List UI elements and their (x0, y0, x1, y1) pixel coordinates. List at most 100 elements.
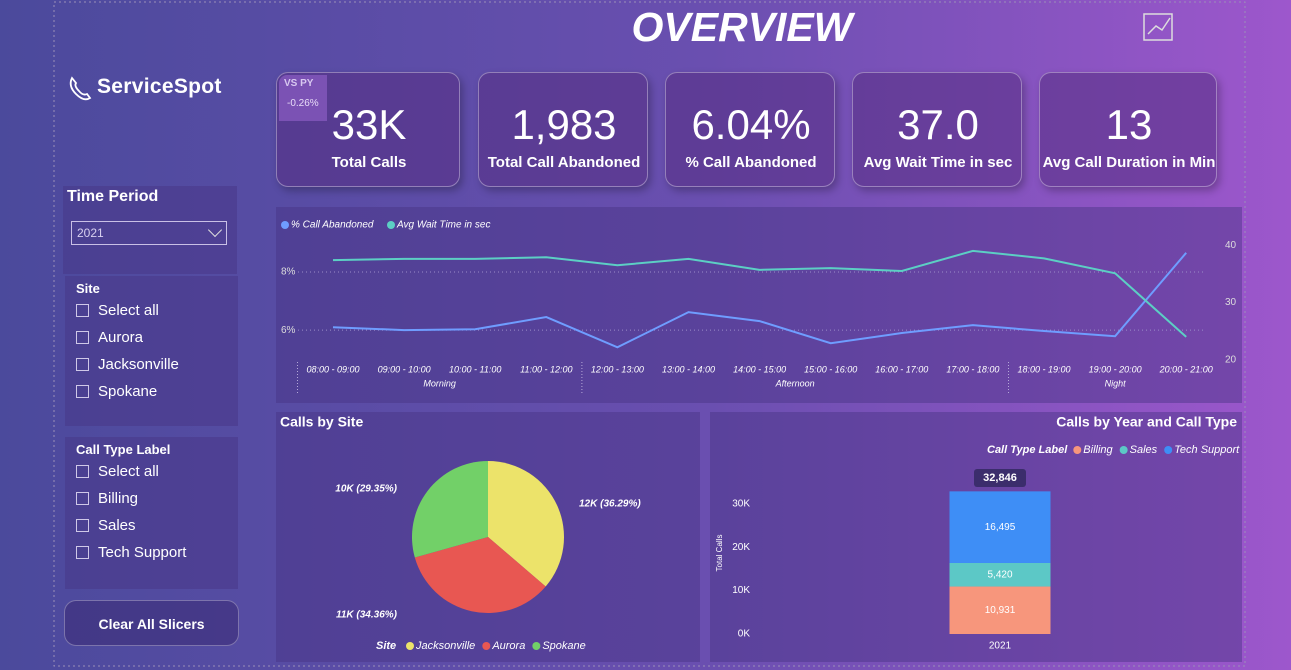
slicer-title: Site (76, 281, 100, 296)
legend-marker (1119, 446, 1128, 454)
checkbox[interactable] (76, 304, 89, 317)
x-tick-label: 09:00 - 10:00 (378, 364, 431, 374)
bar-segment (949, 491, 1051, 563)
legend-marker (281, 221, 289, 229)
x-tick-label: 11:00 - 12:00 (520, 364, 572, 374)
group-label: Night (1105, 378, 1127, 388)
legend-marker (532, 642, 541, 650)
legend-marker (387, 221, 395, 229)
checkbox[interactable] (76, 546, 89, 559)
option-label: Tech Support (98, 544, 187, 561)
slicer-title: Call Type Label (76, 442, 171, 457)
x-tick-label: 10:00 - 11:00 (449, 364, 501, 374)
group-label: Afternoon (775, 378, 815, 388)
y2-tick-label: 20 (1225, 354, 1237, 365)
pie-slice (488, 461, 564, 587)
checkbox[interactable] (76, 331, 89, 344)
slicer-option[interactable]: Select all (76, 301, 231, 321)
x-tick-label: 15:00 - 16:00 (804, 364, 857, 374)
y-axis-label: Total Calls (715, 535, 724, 572)
checkbox[interactable] (76, 492, 89, 505)
legend-label: % Call Abandoned (291, 220, 374, 231)
kpi-value: 33K (331, 101, 407, 148)
y-tick-label: 30K (732, 498, 750, 509)
kpi-value: 37.0 (897, 101, 979, 148)
checkbox[interactable] (76, 519, 89, 532)
call_type-slicer: Call Type Label Select all Billing Sales Tec… (65, 437, 238, 589)
slicer-option[interactable]: Select all (76, 462, 231, 482)
legend-marker (1164, 446, 1173, 454)
slicer-option[interactable]: Sales (76, 516, 231, 536)
x-tick-label: 19:00 - 20:00 (1089, 364, 1142, 374)
slicer-option[interactable]: Jacksonville (76, 355, 231, 375)
legend-label: Aurora (491, 640, 525, 652)
option-label: Select all (98, 302, 159, 319)
data-label: 10,931 (985, 605, 1016, 616)
kpi-label: Total Calls (331, 154, 407, 171)
total-label: 32,846 (983, 472, 1017, 484)
option-label: Select all (98, 463, 159, 480)
y2-tick-label: 30 (1225, 297, 1237, 308)
option-label: Jacksonville (98, 356, 179, 373)
badge-title: VS PY (284, 78, 314, 89)
x-tick-label: 18:00 - 19:00 (1017, 364, 1070, 374)
kpi-card: 1,983 Total Call Abandoned (478, 72, 648, 187)
total-label-bg (974, 469, 1026, 487)
icon-frame (1143, 13, 1173, 41)
x-tick-label: 14:00 - 15:00 (733, 364, 786, 374)
dropdown-arrow (207, 222, 223, 238)
group-label: Morning (423, 378, 456, 388)
legend-label: Billing (1083, 444, 1113, 456)
phone-icon (69, 76, 92, 101)
line-panel (276, 207, 1242, 403)
pie-slice (414, 537, 546, 613)
y-tick-label: 0K (738, 629, 751, 640)
kpi-value: 13 (1105, 101, 1153, 148)
slicer-option[interactable]: Spokane (76, 382, 231, 402)
clear-button[interactable]: Clear All Slicers (64, 600, 239, 646)
checkbox[interactable] (76, 465, 89, 478)
checkbox[interactable] (76, 358, 89, 371)
page-title: OVERVIEW (631, 4, 853, 50)
legend-label: Avg Wait Time in sec (396, 220, 490, 231)
option-label: Billing (98, 490, 139, 507)
data-label: 5,420 (987, 569, 1012, 580)
chart-title: Calls by Site (280, 414, 363, 430)
option-label: Sales (98, 517, 136, 534)
kpi-value: 1,983 (511, 101, 617, 148)
kpi-badge: VS PY -0.26% (279, 75, 327, 121)
kpi-label: % Call Abandoned (685, 154, 817, 171)
bar-segment (949, 586, 1051, 634)
x-tick-label: 17:00 - 18:00 (946, 364, 999, 374)
checkbox[interactable] (76, 385, 89, 398)
chart-icon[interactable] (1143, 13, 1173, 41)
y-tick-label: 6% (281, 325, 296, 336)
x-tick-label: 13:00 - 14:00 (662, 364, 715, 374)
slicer-option[interactable]: Billing (76, 489, 231, 509)
data-label: 10K (29.35%) (335, 483, 397, 494)
data-label: 11K (34.36%) (336, 610, 398, 621)
y2-tick-label: 40 (1225, 240, 1237, 251)
dropdown-value: 2021 (77, 226, 104, 240)
pie-slice (412, 461, 488, 558)
y-tick-label: 10K (732, 585, 750, 596)
line-series (332, 249, 1187, 338)
page-border (53, 1, 1246, 667)
x-tick-label: 08:00 - 09:00 (306, 364, 359, 374)
legend-label: Tech Support (1174, 444, 1240, 456)
dropdown[interactable]: 2021 (71, 221, 227, 245)
legend-marker (406, 642, 414, 650)
slicer-option[interactable]: Tech Support (76, 543, 231, 563)
legend-label: Spokane (542, 640, 585, 652)
slicer-option[interactable]: Aurora (76, 328, 231, 348)
legend-title: Site (376, 640, 396, 652)
option-label: Spokane (98, 383, 158, 400)
logo-text: ServiceSpot (97, 75, 222, 98)
option-label: Aurora (98, 329, 144, 346)
legend-title: Call Type Label (987, 444, 1068, 456)
x-tick-label: 2021 (989, 641, 1012, 652)
x-tick-label: 12:00 - 13:00 (591, 364, 644, 374)
legend-marker (1073, 446, 1082, 454)
